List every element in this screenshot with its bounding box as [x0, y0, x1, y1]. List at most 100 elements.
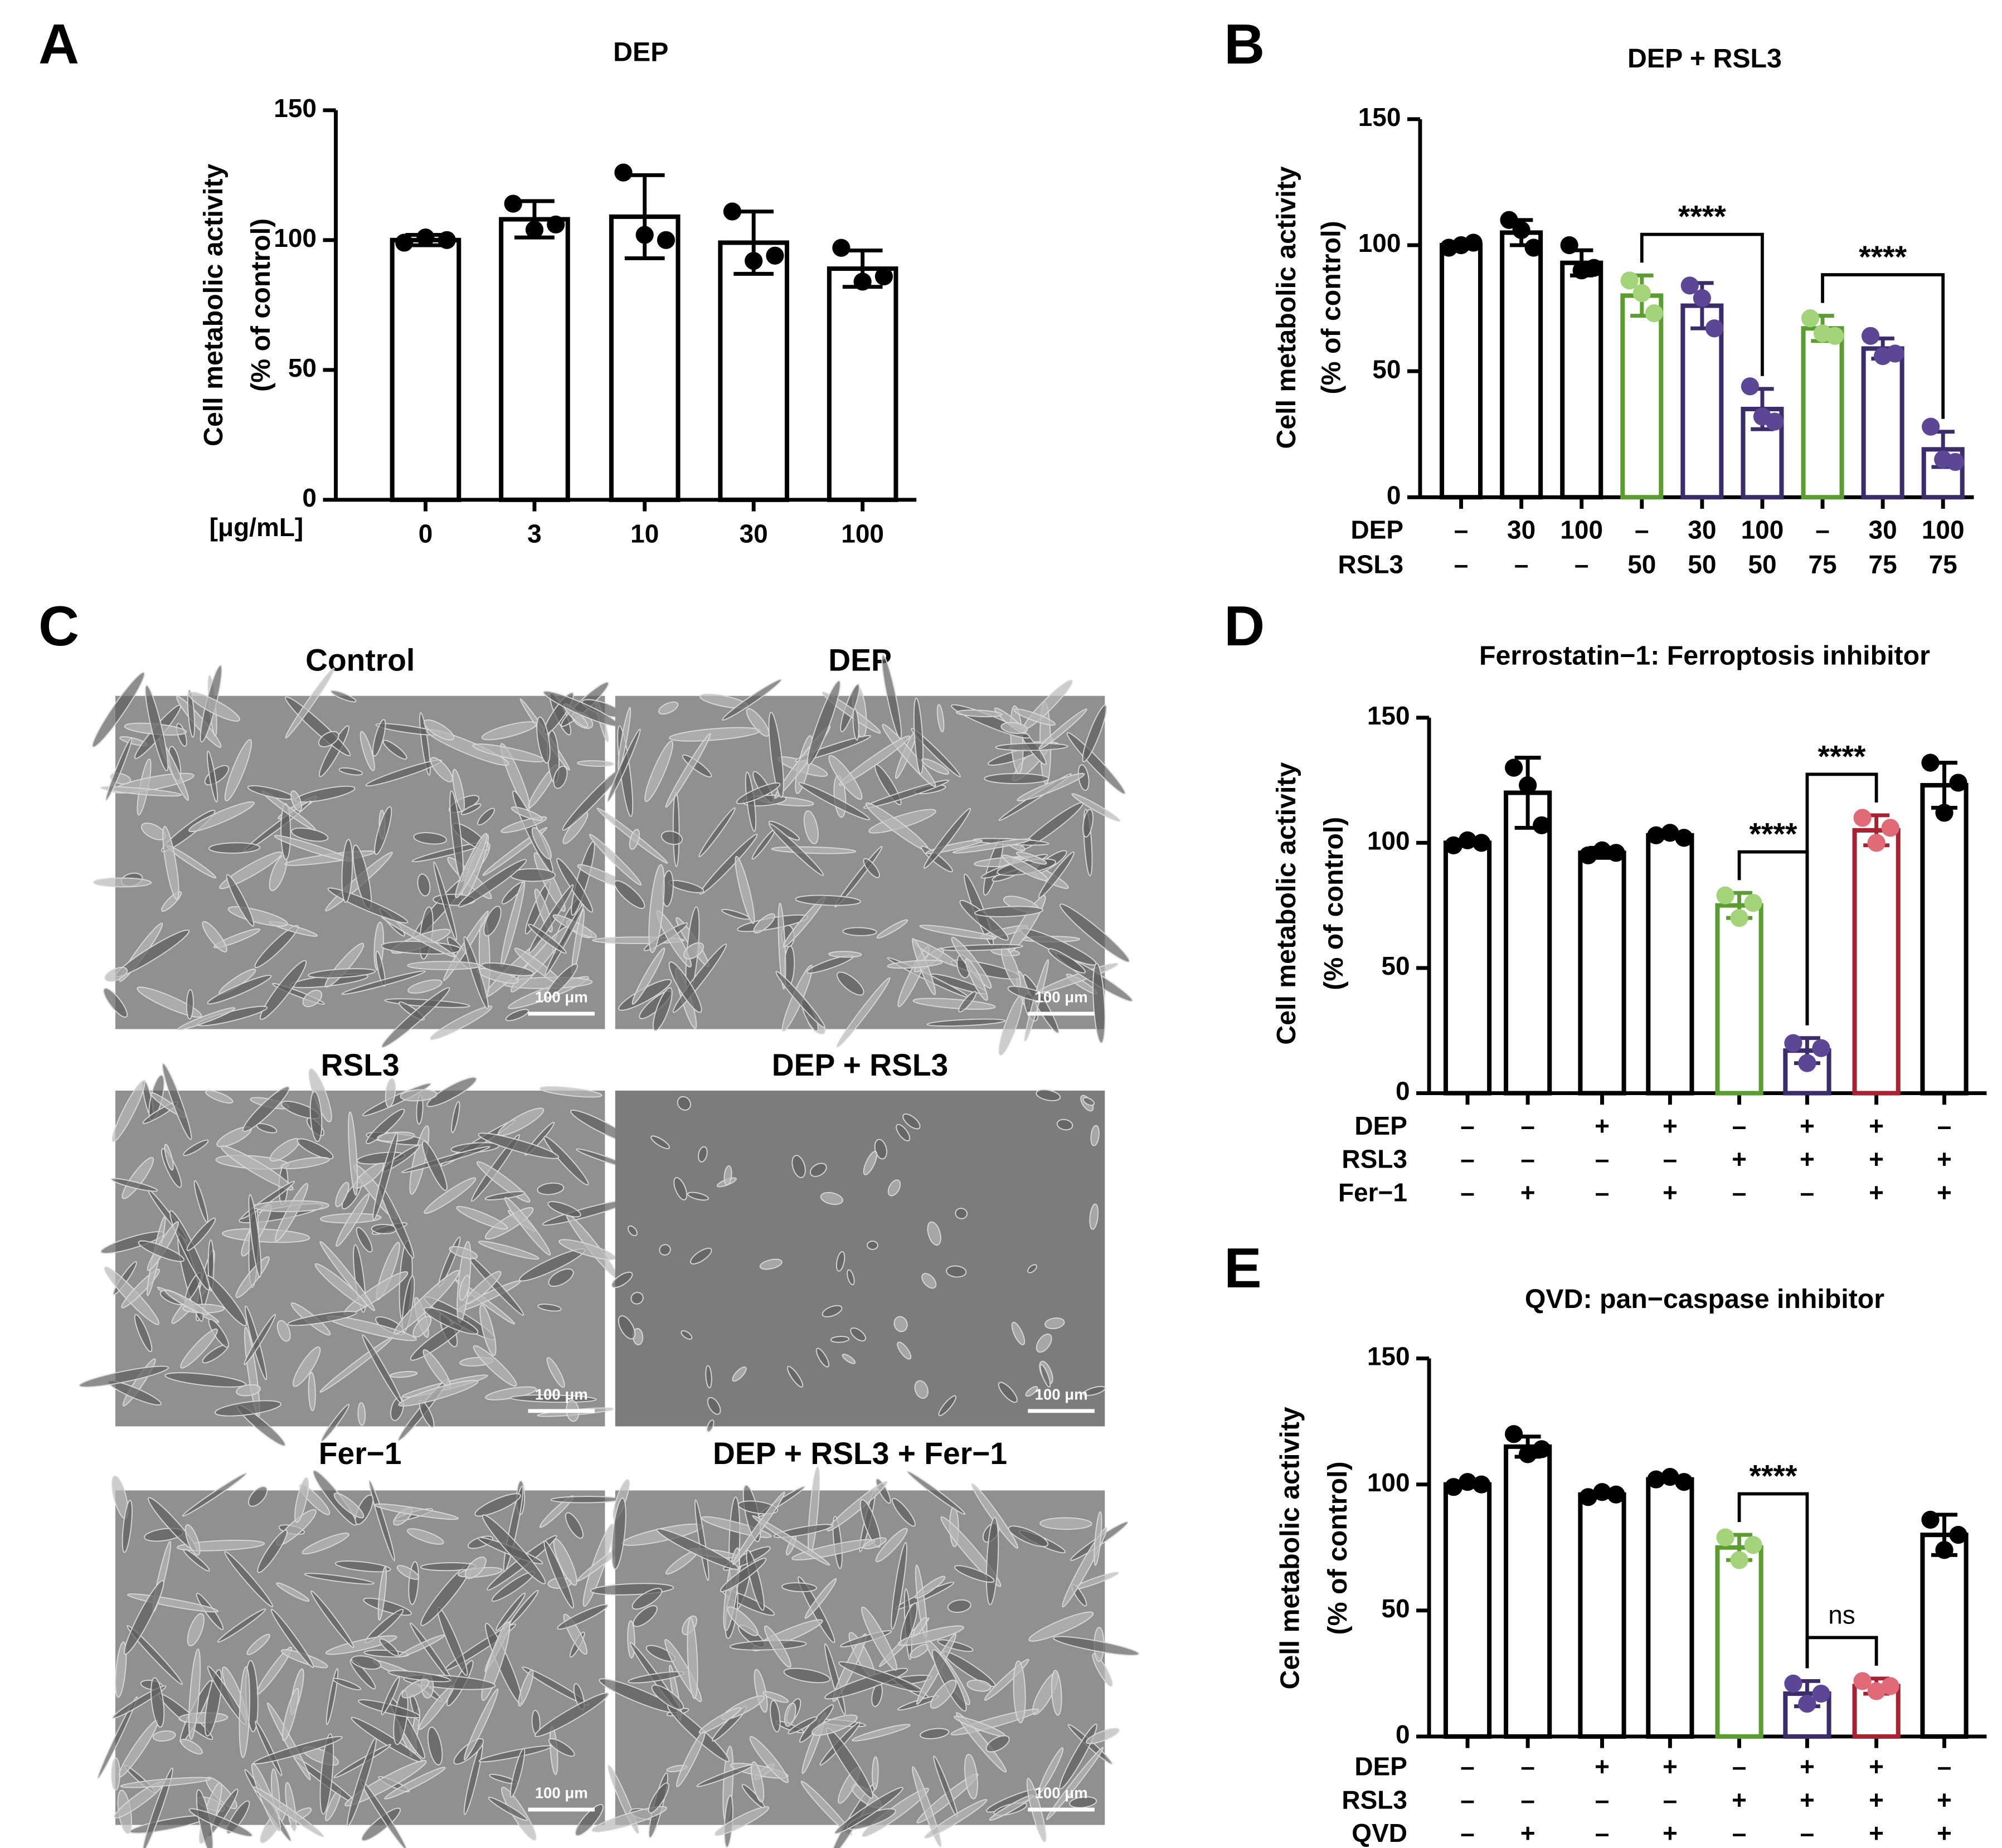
- cell: [207, 975, 272, 1005]
- cell: [430, 1005, 493, 1040]
- cell: [318, 725, 349, 777]
- cell: [698, 1707, 741, 1734]
- cell: [1092, 962, 1106, 1044]
- bar: [609, 214, 681, 502]
- row-value: –: [1937, 1111, 1952, 1140]
- cell: [248, 1486, 268, 1507]
- cell: [302, 1533, 349, 1555]
- cell: [629, 829, 640, 850]
- scale-bar-label: 100 μm: [1035, 1784, 1088, 1802]
- row-label: QVD: [1352, 1818, 1407, 1847]
- cell: [308, 968, 376, 979]
- row-value: 30: [1869, 515, 1897, 544]
- y-tick-label: 150: [274, 94, 317, 123]
- row-value: 100: [1922, 515, 1965, 544]
- cell: [852, 708, 859, 741]
- row-value: +: [1595, 1752, 1610, 1781]
- row-value: +: [1869, 1752, 1884, 1781]
- cell: [536, 716, 551, 764]
- cell: [746, 708, 770, 737]
- cell: [784, 1703, 796, 1727]
- cell: [912, 1766, 942, 1847]
- cell: [926, 1018, 1006, 1027]
- row-value: –: [1937, 1752, 1952, 1781]
- cell: [842, 927, 877, 936]
- cell: [338, 767, 363, 776]
- data-point: [438, 231, 456, 249]
- data-point: [1593, 841, 1611, 859]
- cell: [365, 759, 443, 787]
- cell: [248, 1194, 262, 1278]
- cell: [611, 1271, 633, 1288]
- data-point: [1579, 1488, 1597, 1506]
- cell: [902, 1113, 921, 1130]
- data-point: [1881, 1677, 1899, 1695]
- cell: [401, 1146, 490, 1173]
- row-value: +: [1663, 1818, 1678, 1847]
- y-tick-label: 50: [1381, 951, 1410, 980]
- cell: [698, 807, 736, 858]
- chart-title: Ferrostatin−1: Ferroptosis inhibitor: [1479, 640, 1930, 670]
- cell: [720, 1558, 767, 1593]
- cell: [1015, 851, 1047, 865]
- cell: [577, 760, 614, 767]
- bar: [1500, 230, 1543, 500]
- cell: [914, 1380, 929, 1399]
- cell: [706, 1419, 715, 1433]
- bar: [1440, 242, 1483, 500]
- cell: [628, 1225, 638, 1237]
- cell: [923, 808, 971, 869]
- cell: [651, 1684, 684, 1710]
- cell: [850, 1327, 866, 1341]
- cell: [433, 861, 458, 941]
- cell: [722, 679, 782, 721]
- y-axis-label: Cell metabolic activity: [1271, 166, 1301, 449]
- data-point: [1533, 816, 1551, 835]
- cell: [498, 1107, 545, 1136]
- cell: [1044, 1317, 1065, 1329]
- cell: [144, 684, 169, 771]
- significance-label: ns: [1828, 1601, 1855, 1630]
- y-tick-label: 50: [1372, 354, 1401, 383]
- cell: [413, 832, 447, 845]
- cell: [92, 672, 145, 748]
- data-point: [1505, 758, 1523, 777]
- cell: [762, 1691, 789, 1703]
- row-value: –: [1595, 1818, 1610, 1847]
- cell: [1025, 1386, 1038, 1397]
- cell: [660, 830, 683, 845]
- row-value: +: [1595, 1111, 1610, 1140]
- cell: [531, 827, 552, 860]
- cell: [815, 1348, 829, 1368]
- cell: [310, 1590, 354, 1648]
- cell: [290, 790, 303, 812]
- cell: [812, 1714, 858, 1736]
- cell: [253, 1736, 343, 1764]
- chart-title: DEP: [613, 37, 668, 67]
- cell: [964, 1754, 978, 1800]
- data-point: [1812, 1684, 1830, 1703]
- cell: [752, 1515, 830, 1566]
- cell: [1069, 1796, 1097, 1808]
- cell: [344, 1760, 427, 1807]
- data-point: [1826, 327, 1844, 345]
- cell: [912, 998, 996, 1010]
- cell: [424, 719, 454, 741]
- cell: [270, 1608, 314, 1669]
- micrograph: DEP 100 μm: [589, 643, 1133, 1056]
- panel-letter: E: [1224, 1237, 1261, 1300]
- micrograph-label: DEP + RSL3 + Fer−1: [713, 1436, 1007, 1471]
- scale-bar-label: 100 μm: [1035, 989, 1088, 1006]
- significance-bracket: [1640, 232, 1764, 376]
- cell: [164, 1372, 246, 1388]
- cell: [393, 1270, 460, 1335]
- row-value: +: [1937, 1818, 1952, 1847]
- cell: [368, 1480, 396, 1562]
- row-value: 75: [1808, 550, 1836, 579]
- cell: [188, 692, 240, 722]
- cell: [254, 925, 299, 968]
- cell: [276, 1582, 310, 1602]
- cell: [483, 906, 502, 937]
- data-point: [1524, 239, 1543, 257]
- cell: [208, 842, 261, 854]
